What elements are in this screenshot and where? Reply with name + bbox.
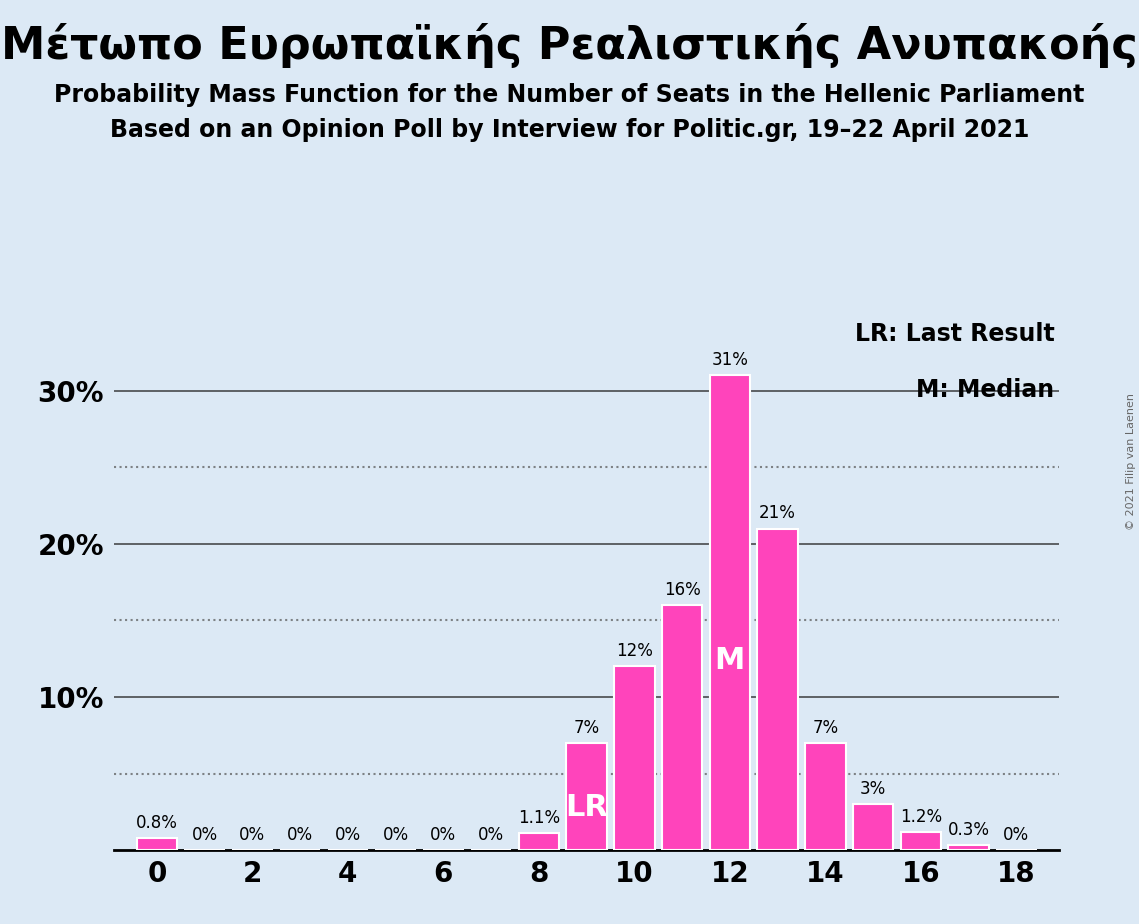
Bar	[518, 833, 559, 850]
Text: 1.1%: 1.1%	[518, 809, 560, 827]
Text: 21%: 21%	[759, 505, 796, 522]
Bar	[757, 529, 797, 850]
Text: 0%: 0%	[287, 826, 313, 844]
Bar	[662, 605, 703, 850]
Text: 0%: 0%	[335, 826, 361, 844]
Text: 0%: 0%	[1003, 826, 1030, 844]
Bar	[566, 743, 607, 850]
Text: 0%: 0%	[431, 826, 457, 844]
Text: 7%: 7%	[812, 719, 838, 736]
Text: LR: Last Result: LR: Last Result	[854, 322, 1055, 346]
Text: 0%: 0%	[239, 826, 265, 844]
Bar	[137, 838, 178, 850]
Text: LR: LR	[565, 793, 608, 821]
Text: 12%: 12%	[616, 642, 653, 661]
Text: M: M	[714, 646, 745, 675]
Text: Μέτωπο Ευρωπαϊκής Ρεαλιστικής Ανυπακοής: Μέτωπο Ευρωπαϊκής Ρεαλιστικής Ανυπακοής	[1, 23, 1138, 68]
Bar	[949, 845, 989, 850]
Text: 0%: 0%	[191, 826, 218, 844]
Text: 0%: 0%	[383, 826, 409, 844]
Text: 0.3%: 0.3%	[948, 821, 990, 839]
Text: 16%: 16%	[664, 581, 700, 599]
Text: 0%: 0%	[478, 826, 505, 844]
Bar	[614, 666, 655, 850]
Bar	[805, 743, 845, 850]
Bar	[901, 832, 941, 850]
Text: 0.8%: 0.8%	[136, 814, 178, 832]
Bar	[853, 804, 893, 850]
Text: 31%: 31%	[712, 351, 748, 370]
Text: 3%: 3%	[860, 780, 886, 798]
Bar	[710, 375, 751, 850]
Text: Probability Mass Function for the Number of Seats in the Hellenic Parliament: Probability Mass Function for the Number…	[55, 83, 1084, 107]
Text: 1.2%: 1.2%	[900, 808, 942, 825]
Text: © 2021 Filip van Laenen: © 2021 Filip van Laenen	[1126, 394, 1136, 530]
Text: 7%: 7%	[574, 719, 599, 736]
Text: M: Median: M: Median	[917, 379, 1055, 403]
Text: Based on an Opinion Poll by Interview for Politic.gr, 19–22 April 2021: Based on an Opinion Poll by Interview fo…	[109, 118, 1030, 142]
